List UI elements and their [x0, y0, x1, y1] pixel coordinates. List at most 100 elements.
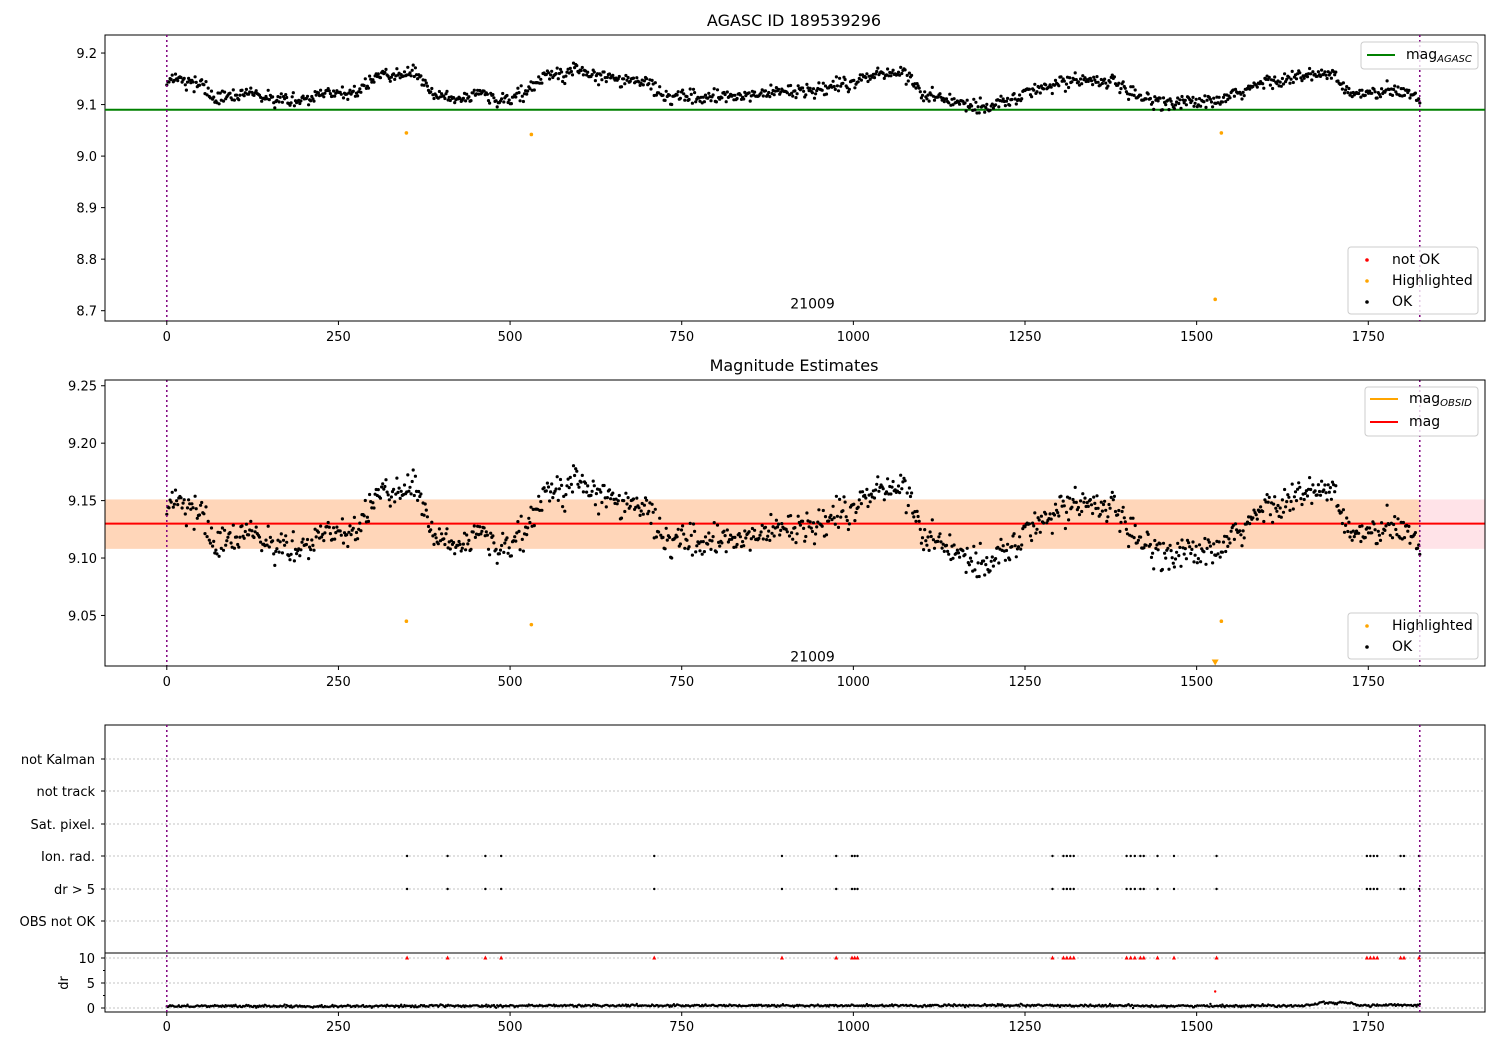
ok-point [832, 84, 836, 89]
ok-point [1049, 85, 1053, 89]
ok-point [891, 68, 895, 72]
ok-point [531, 81, 535, 85]
ok-point [540, 508, 544, 512]
ok-point [182, 498, 186, 502]
ok-point [298, 101, 302, 106]
ok-point [236, 542, 240, 547]
ok-point [1197, 543, 1202, 547]
ok-point [308, 545, 312, 549]
ok-point [376, 488, 380, 492]
ok-point [1407, 524, 1411, 529]
ok-point [711, 535, 715, 539]
ok-point [675, 535, 679, 539]
ok-point [765, 538, 769, 542]
ok-point [1267, 75, 1271, 79]
ok-point [1018, 93, 1022, 97]
ok-point [1299, 497, 1303, 501]
ok-point [520, 537, 524, 542]
ok-point [1129, 85, 1133, 89]
ok-point [845, 518, 849, 523]
ok-point [988, 569, 992, 573]
ok-point [416, 77, 420, 81]
ok-point [1366, 531, 1371, 535]
ok-point [492, 96, 496, 100]
ok-point [335, 525, 339, 529]
dr-point [1415, 1005, 1418, 1008]
ok-point [478, 525, 482, 529]
ok-point [1406, 529, 1410, 533]
ok-point [904, 511, 908, 515]
ok-point [650, 78, 654, 82]
ok-point [1297, 481, 1301, 485]
ok-point [749, 537, 753, 541]
ok-point [488, 101, 492, 105]
ok-point [307, 103, 311, 107]
ok-point [1081, 492, 1085, 496]
ok-point [498, 548, 503, 552]
ok-point [712, 87, 716, 91]
ok-point [290, 95, 294, 99]
ok-point [193, 75, 197, 79]
ok-point [706, 542, 710, 546]
ok-point [284, 534, 288, 538]
ok-point [576, 482, 580, 486]
ok-point [642, 79, 647, 83]
ok-point [1012, 532, 1016, 536]
ok-point [1132, 536, 1136, 540]
ok-point [301, 94, 305, 98]
ok-point [529, 505, 533, 509]
ok-point [646, 512, 650, 516]
ok-point [224, 543, 228, 547]
ok-point [1156, 99, 1160, 103]
ok-point [395, 476, 399, 480]
ok-point [173, 72, 178, 76]
x-tick-label: 1500 [1180, 330, 1213, 345]
ok-point [664, 89, 668, 93]
y-tick-label: 9.1 [76, 99, 97, 114]
ok-point [1192, 560, 1196, 564]
ok-point [748, 548, 752, 552]
ok-point [1109, 495, 1113, 499]
ok-point [179, 75, 183, 80]
flag-event [1133, 854, 1137, 858]
ok-point [876, 475, 880, 479]
ok-point [554, 487, 558, 491]
ok-point [623, 509, 627, 514]
flag-event [484, 854, 487, 858]
ok-point [1315, 74, 1319, 78]
ok-point [932, 98, 937, 102]
ok-point [638, 513, 642, 518]
ok-point [1064, 82, 1069, 86]
ok-point [249, 86, 253, 90]
ok-point [1048, 512, 1052, 516]
ok-point [917, 519, 921, 523]
ok-point [1340, 87, 1344, 91]
ok-point [793, 526, 797, 530]
ok-point [1131, 516, 1135, 520]
ok-point [383, 70, 387, 75]
ok-point [1205, 546, 1209, 551]
ok-point [223, 90, 227, 94]
ok-point [276, 538, 280, 542]
ok-point [333, 94, 337, 98]
ok-point [1197, 97, 1202, 101]
ok-point [278, 540, 282, 544]
ok-point [841, 81, 845, 85]
dr-point [1208, 1005, 1211, 1008]
ok-point [340, 85, 344, 89]
ok-point [488, 553, 492, 557]
ok-point [635, 496, 639, 500]
ok-point [628, 504, 632, 508]
ok-point [726, 540, 731, 544]
ok-point [635, 76, 639, 80]
ok-point [555, 66, 559, 70]
ok-point [491, 93, 495, 97]
legend-label-highlighted-2: Highlighted [1392, 618, 1473, 634]
ok-point [1212, 96, 1216, 100]
ok-point [735, 96, 739, 101]
ok-point [1261, 82, 1265, 86]
ok-point [977, 111, 981, 115]
ok-point [1324, 73, 1328, 77]
ok-point [1074, 500, 1078, 504]
ok-point [554, 72, 558, 76]
